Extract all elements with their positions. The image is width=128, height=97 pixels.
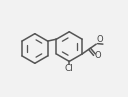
Text: O: O — [97, 35, 103, 44]
Text: O: O — [95, 51, 102, 60]
Text: Cl: Cl — [64, 64, 73, 73]
